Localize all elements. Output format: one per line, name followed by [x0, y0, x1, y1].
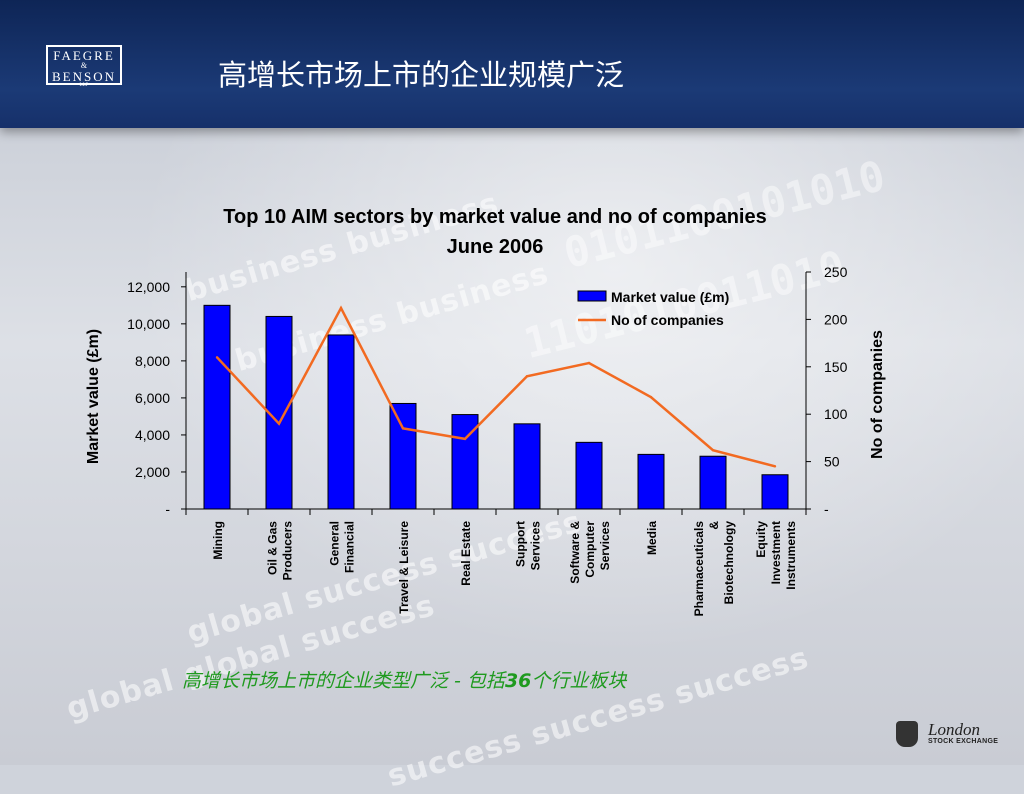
y-tick-label: 10,000 — [127, 316, 170, 332]
slide-title: 高增长市场上市的企业规模广泛 — [218, 58, 625, 92]
y-tick-label: 2,000 — [135, 464, 170, 480]
y2-tick-label: 150 — [824, 359, 848, 375]
bar-market-value — [575, 441, 603, 510]
footer-caption: 高增长市场上市的企业类型广泛 - 包括36个行业板块 — [182, 666, 626, 693]
x-category-label: Real Estate — [459, 521, 473, 586]
line-no-of-companies — [216, 305, 776, 468]
x-category-label: Pharmaceuticals — [692, 521, 706, 617]
x-category-label: Support — [514, 521, 528, 567]
point-no-of-companies — [773, 465, 777, 468]
x-category-label: Equity — [754, 521, 768, 558]
x-category-label: Media — [645, 521, 659, 555]
bar-market-value — [203, 304, 231, 510]
x-category-label: Services — [598, 521, 612, 571]
point-no-of-companies — [463, 437, 467, 441]
chart-subtitle: June 2006 — [446, 236, 544, 258]
y2-tick-label: 250 — [824, 264, 848, 280]
x-category-label: Services — [529, 521, 543, 571]
y-tick-label: - — [165, 501, 170, 517]
lse-brand-name: London — [928, 720, 980, 739]
x-category-label: Computer — [583, 521, 597, 578]
y2-axis-title: No of companies — [869, 330, 886, 459]
x-category-label: Financial — [343, 521, 357, 573]
point-no-of-companies — [587, 361, 591, 365]
footer-caption-text: 高增长市场上市的企业类型广泛 - 包括 — [182, 670, 505, 692]
x-category-label: Investment — [769, 521, 783, 584]
footer-caption-suffix: 个行业板块 — [531, 670, 627, 692]
point-no-of-companies — [711, 449, 715, 452]
y-tick-label: 8,000 — [135, 353, 170, 369]
point-no-of-companies — [277, 422, 281, 425]
x-category-label: Producers — [281, 521, 295, 581]
x-category-label: & — [707, 521, 721, 530]
y2-tick-label: - — [824, 501, 829, 517]
chart-title: Top 10 AIM sectors by market value and n… — [223, 206, 767, 228]
bar-market-value — [389, 402, 417, 510]
london-stock-exchange-logo: London STOCK EXCHANGE — [896, 721, 1016, 751]
legend-label-no-of-companies: No of companies — [611, 312, 724, 328]
crest-icon — [896, 721, 918, 747]
y2-tick-label: 50 — [824, 454, 840, 470]
x-category-label: Instruments — [784, 521, 798, 590]
x-category-label: Oil & Gas — [266, 521, 280, 575]
x-category-label: Travel & Leisure — [397, 521, 411, 614]
point-no-of-companies — [649, 395, 653, 399]
x-category-label: Biotechnology — [722, 521, 736, 605]
x-category-label: Software & — [568, 521, 582, 584]
slide-header: FAEGRE & BENSON LLP 高增长市场上市的企业规模广泛 — [0, 0, 1024, 128]
x-category-label: Mining — [211, 521, 225, 560]
bar-market-value — [761, 474, 789, 510]
point-no-of-companies — [339, 306, 343, 310]
legend-label-market-value: Market value (£m) — [611, 289, 729, 305]
y2-tick-label: 200 — [824, 311, 848, 327]
point-no-of-companies — [215, 356, 219, 359]
y-tick-label: 4,000 — [135, 427, 170, 443]
faegre-benson-logo: FAEGRE & BENSON LLP — [46, 45, 122, 88]
chart-canvas: - 2,000 4,000 6,000 8,000 10,000 12,000 - 50 100 1… — [85, 264, 886, 617]
point-no-of-companies — [401, 427, 405, 430]
point-no-of-companies — [525, 375, 529, 378]
chart-title-block: Top 10 AIM sectors by market value and n… — [120, 202, 870, 262]
x-category-label: General — [328, 521, 342, 566]
bar-market-value — [513, 423, 541, 510]
bar-market-value — [327, 334, 355, 510]
legend-swatch-bar — [577, 290, 607, 302]
bar-market-value — [699, 455, 727, 510]
y-axis-title: Market value (£m) — [85, 329, 102, 464]
bar-market-value — [637, 453, 665, 510]
footer-caption-number: 36 — [504, 670, 532, 692]
lse-brand-subtitle: STOCK EXCHANGE — [928, 738, 999, 745]
y-tick-label: 6,000 — [135, 390, 170, 406]
y2-tick-label: 100 — [824, 406, 848, 422]
y-tick-label: 12,000 — [127, 279, 170, 295]
